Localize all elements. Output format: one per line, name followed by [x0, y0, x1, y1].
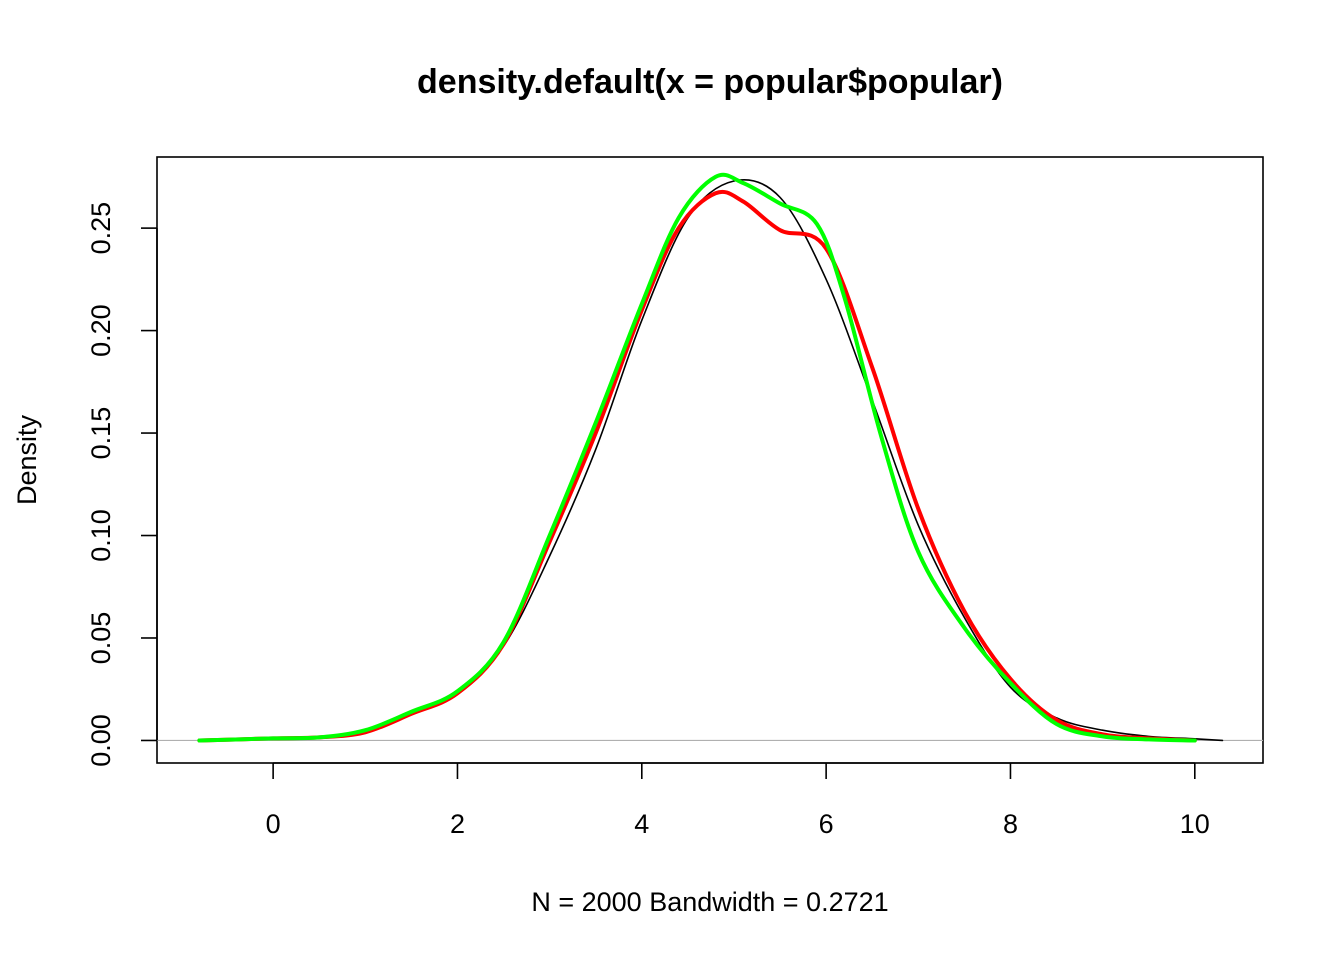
y-axis: 0.00 0.05 0.10 0.15 0.20 0.25: [86, 202, 158, 767]
series-line-1: [198, 178, 1224, 742]
x-tick-label: 4: [634, 809, 649, 839]
y-axis-label: Density: [12, 414, 42, 505]
series-line-3: [197, 172, 1197, 743]
x-tick-label: 2: [450, 809, 465, 839]
x-tick-label: 0: [266, 809, 281, 839]
y-tick-label: 0.15: [86, 407, 116, 460]
y-tick-label: 0.25: [86, 202, 116, 255]
y-tick-label: 0.05: [86, 612, 116, 665]
y-tick-label: 0.00: [86, 714, 116, 767]
x-tick-label: 6: [819, 809, 834, 839]
x-tick-label: 8: [1003, 809, 1018, 839]
y-tick-label: 0.20: [86, 304, 116, 357]
x-tick-label: 10: [1180, 809, 1210, 839]
x-axis: 0 2 4 6 8 10: [266, 762, 1210, 839]
plot-frame: [156, 156, 1264, 764]
series-line-2: [197, 189, 1197, 743]
chart-title: density.default(x = popular$popular): [417, 63, 1003, 101]
series-layer: [197, 172, 1224, 743]
y-tick-label: 0.10: [86, 509, 116, 562]
x-axis-label: N = 2000 Bandwidth = 0.2721: [531, 887, 888, 917]
